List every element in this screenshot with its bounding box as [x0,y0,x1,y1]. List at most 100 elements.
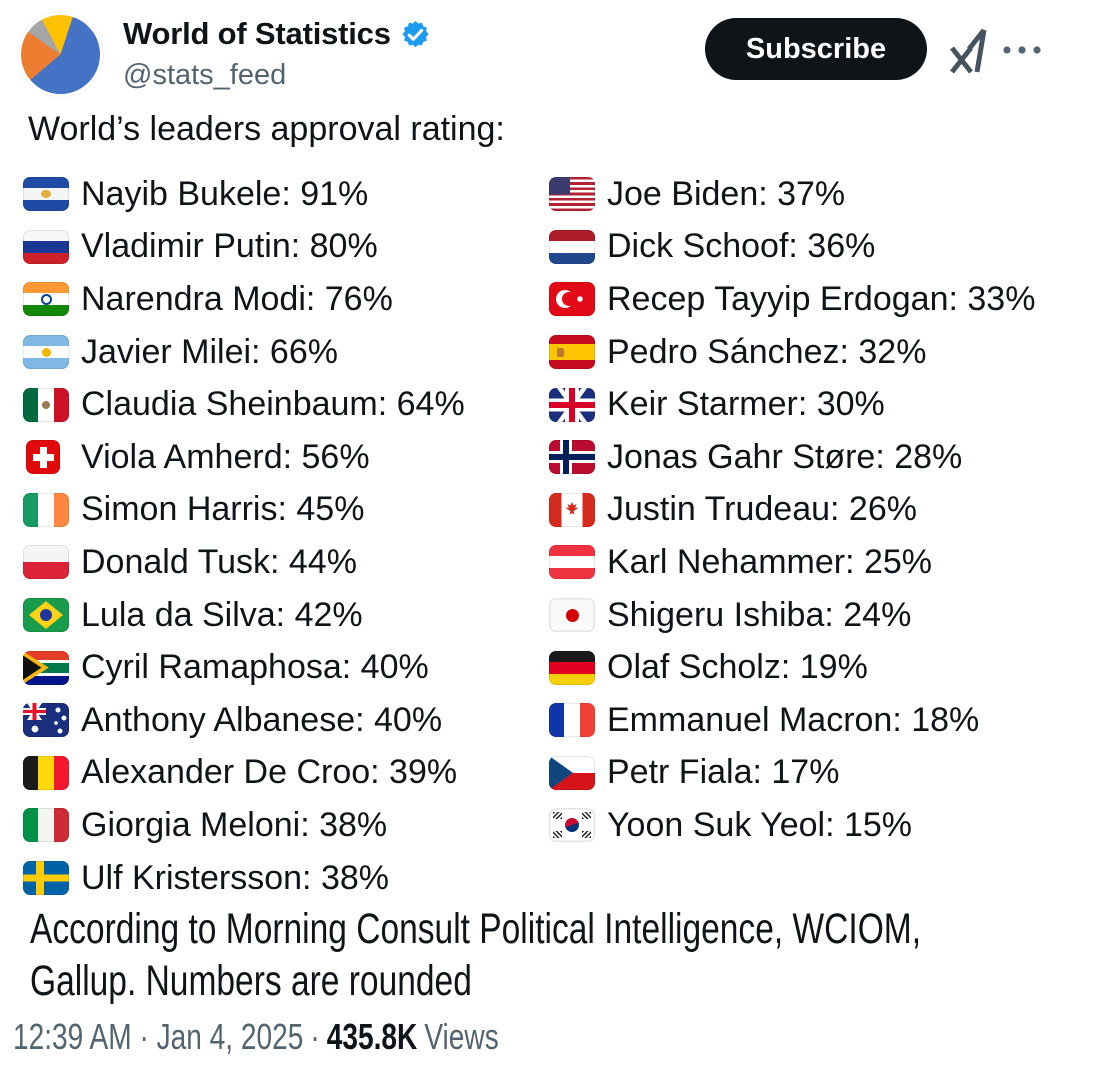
south-korea-flag-icon [549,808,595,843]
leader-approval-text: Yoon Suk Yeol: 15% [607,805,913,844]
leader-approval-text: Jonas Gahr Støre: 28% [607,437,963,476]
leader-approval-text: Ulf Kristersson: 38% [81,858,389,897]
leader-approval-text: Pedro Sánchez: 32% [607,332,927,371]
right-column: Joe Biden: 37% Dick Schoof: 36% Recep Tayy… [549,168,1035,852]
leader-approval-text: Emmanuel Macron: 18% [607,700,980,739]
leader-approval-text: Narendra Modi: 76% [81,279,393,318]
leader-row: Simon Harris: 45% [23,484,465,537]
leader-row: Anthony Albanese: 40% [23,694,465,747]
verified-badge-icon [400,19,431,50]
germany-flag-icon [549,650,595,685]
leader-row: Shigeru Ishiba: 24% [549,589,1035,642]
pie-chart-avatar-icon [21,15,100,94]
leader-approval-text: Dick Schoof: 36% [607,227,876,266]
leader-row: Donald Tusk: 44% [23,536,465,589]
austria-flag-icon [549,545,595,580]
leader-row: Karl Nehammer: 25% [549,536,1035,589]
india-flag-icon [23,282,69,317]
leader-row: Joe Biden: 37% [549,168,1035,221]
spain-flag-icon [549,335,595,370]
leader-approval-text: Karl Nehammer: 25% [607,542,933,581]
leader-approval-text: Petr Fiala: 17% [607,753,840,792]
views-count: 435.8K [326,1016,418,1057]
ireland-flag-icon [23,492,69,527]
leader-row: Recep Tayyip Erdogan: 33% [549,273,1035,326]
argentina-flag-icon [23,335,69,370]
leader-approval-text: Nayib Bukele: 91% [81,174,369,213]
el-salvador-flag-icon [23,177,69,212]
canada-flag-icon [549,492,595,527]
netherlands-flag-icon [549,229,595,264]
leader-row: Lula da Silva: 42% [23,589,465,642]
leader-row: Giorgia Meloni: 38% [23,799,465,852]
leader-approval-text: Giorgia Meloni: 38% [81,805,388,844]
timestamp-row: 12:39 AM · Jan 4, 2025 · 435.8K Views [13,1016,499,1058]
display-name[interactable]: World of Statistics [123,16,431,52]
usa-flag-icon [549,177,595,212]
brazil-flag-icon [23,598,69,633]
leader-row: Olaf Scholz: 19% [549,641,1035,694]
source-note: According to Morning Consult Political I… [30,903,1093,1007]
leader-approval-text: Donald Tusk: 44% [81,542,357,581]
leader-approval-text: Justin Trudeau: 26% [607,490,917,529]
source-line-1: According to Morning Consult Political I… [30,905,922,953]
russia-flag-icon [23,229,69,264]
leader-row: Justin Trudeau: 26% [549,484,1035,537]
leader-approval-text: Anthony Albanese: 40% [81,700,443,739]
turkey-flag-icon [549,282,595,317]
leader-row: Ulf Kristersson: 38% [23,852,465,905]
more-menu-icon[interactable] [1000,40,1044,60]
display-name-text: World of Statistics [123,16,391,51]
leader-approval-text: Claudia Sheinbaum: 64% [81,385,465,424]
leader-approval-text: Viola Amherd: 56% [81,437,370,476]
left-column: Nayib Bukele: 91% Vladimir Putin: 80% Nare… [23,168,465,904]
author-block: World of Statistics @stats_feed [123,16,431,92]
australia-flag-icon [23,703,69,738]
belgium-flag-icon [23,755,69,790]
leader-row: Nayib Bukele: 91% [23,168,465,221]
avatar[interactable] [17,11,104,98]
south-africa-flag-icon [23,650,69,685]
leader-row: Narendra Modi: 76% [23,273,465,326]
leader-approval-text: Recep Tayyip Erdogan: 33% [607,279,1036,318]
tweet-heading: World’s leaders approval rating: [28,110,505,148]
japan-flag-icon [549,598,595,633]
norway-flag-icon [549,440,595,475]
views-label: Views [424,1016,499,1057]
timestamp: 12:39 AM · Jan 4, 2025 [13,1016,304,1057]
uk-flag-icon [549,387,595,422]
subscribe-button[interactable]: Subscribe [705,18,927,80]
leader-approval-text: Simon Harris: 45% [81,490,365,529]
switzerland-flag-icon [26,440,60,475]
poland-flag-icon [23,545,69,580]
leader-row: Petr Fiala: 17% [549,747,1035,800]
leader-row: Vladimir Putin: 80% [23,221,465,274]
leader-row: Alexander De Croo: 39% [23,747,465,800]
leader-row: Yoon Suk Yeol: 15% [549,799,1035,852]
mexico-flag-icon [23,387,69,422]
italy-flag-icon [23,808,69,843]
leader-row: Viola Amherd: 56% [23,431,465,484]
leader-approval-text: Cyril Ramaphosa: 40% [81,648,429,687]
leader-approval-text: Olaf Scholz: 19% [607,648,868,687]
leader-row: Dick Schoof: 36% [549,221,1035,274]
leader-row: Cyril Ramaphosa: 40% [23,641,465,694]
leader-approval-text: Shigeru Ishiba: 24% [607,595,912,634]
leader-approval-text: Lula da Silva: 42% [81,595,363,634]
user-handle[interactable]: @stats_feed [123,59,287,91]
sweden-flag-icon [23,861,69,896]
leader-approval-text: Alexander De Croo: 39% [81,753,458,792]
views-separator: · [310,1016,320,1057]
leader-approval-text: Javier Milei: 66% [81,332,338,371]
leader-approval-text: Joe Biden: 37% [607,174,846,213]
france-flag-icon [549,703,595,738]
leader-row: Emmanuel Macron: 18% [549,694,1035,747]
leader-row: Keir Starmer: 30% [549,378,1035,431]
leader-approval-text: Keir Starmer: 30% [607,385,885,424]
leader-row: Pedro Sánchez: 32% [549,326,1035,379]
czechia-flag-icon [549,755,595,790]
leader-approval-text: Vladimir Putin: 80% [81,227,378,266]
leader-row: Jonas Gahr Støre: 28% [549,431,1035,484]
xai-logo-icon[interactable] [947,27,991,75]
